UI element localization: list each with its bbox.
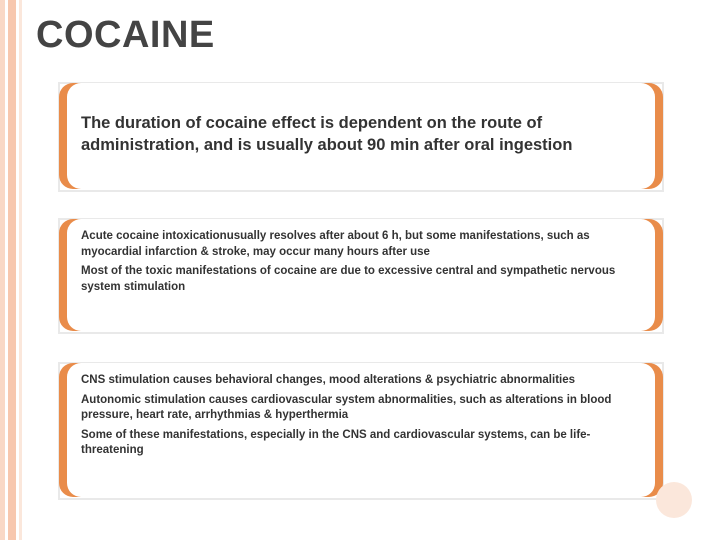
page-title: COCAINE — [36, 14, 215, 57]
info-block-1: The duration of cocaine effect is depend… — [58, 82, 664, 192]
block3-text-3: Some of these manifestations, especially… — [81, 428, 641, 459]
left-accent-stripes — [0, 0, 22, 540]
decorative-circle-icon — [656, 482, 692, 518]
info-block-3: CNS stimulation causes behavioral change… — [58, 362, 664, 500]
block3-text-1: CNS stimulation causes behavioral change… — [81, 373, 641, 389]
block2-text-1: Acute cocaine intoxicationusually resolv… — [81, 229, 641, 260]
info-block-2: Acute cocaine intoxicationusually resolv… — [58, 218, 664, 334]
block3-text-2: Autonomic stimulation causes cardiovascu… — [81, 393, 641, 424]
block2-text-2: Most of the toxic manifestations of coca… — [81, 264, 641, 295]
block1-text: The duration of cocaine effect is depend… — [81, 112, 641, 157]
